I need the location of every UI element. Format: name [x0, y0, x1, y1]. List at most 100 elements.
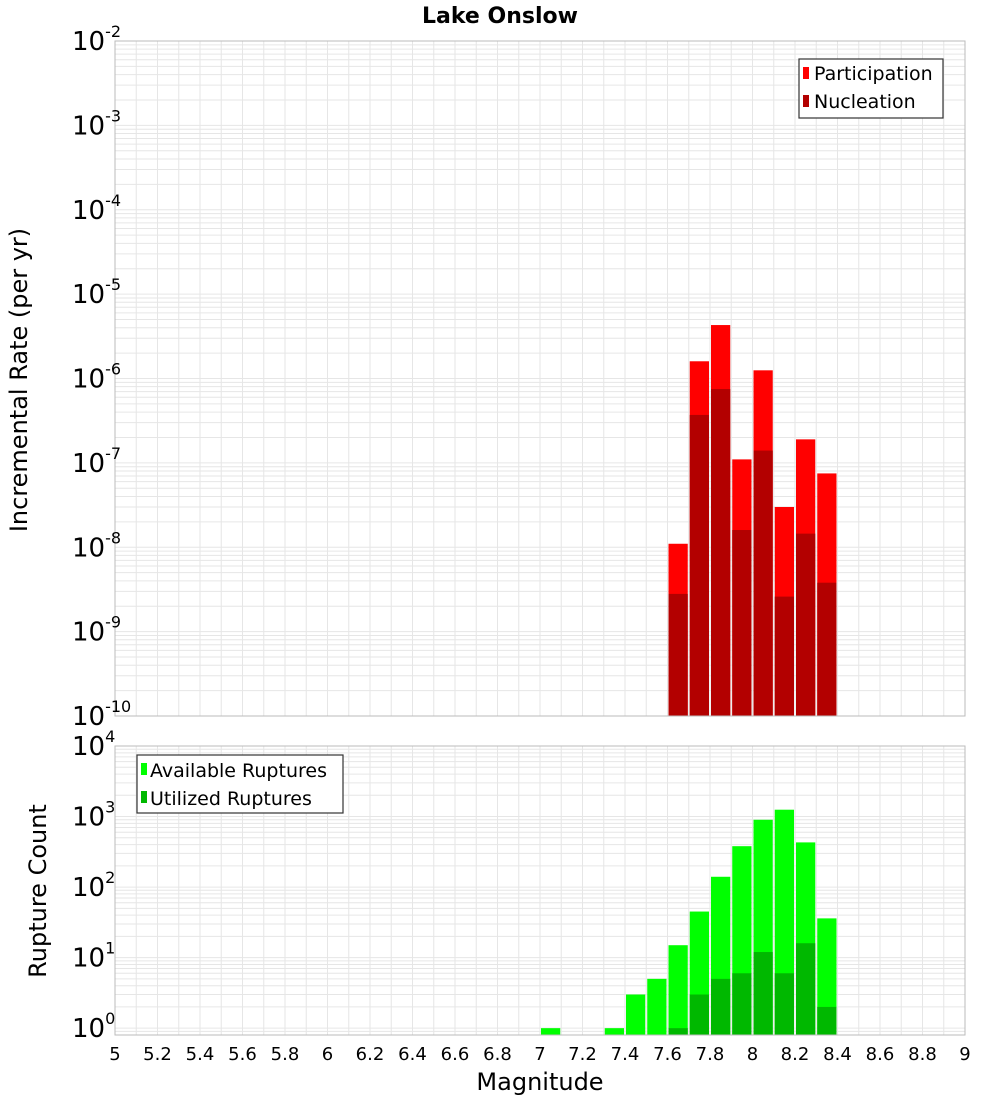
count-y-tick-exponent: 4	[105, 727, 115, 746]
utilized-ruptures-bar	[774, 973, 794, 1035]
count-y-tick-base: 10	[72, 732, 105, 762]
count-y-tick-label: 101	[72, 939, 115, 974]
count-y-tick-exponent: 1	[105, 939, 115, 958]
rate-y-tick-exponent: -7	[105, 444, 121, 463]
count-y-tick-label: 102	[72, 868, 115, 903]
x-tick-label: 6	[322, 1044, 333, 1065]
rate-plot-frame	[114, 40, 966, 717]
count-y-tick-base: 10	[72, 944, 105, 974]
rate-grid	[115, 41, 965, 716]
nucleation-bar	[817, 582, 837, 716]
rate-y-tick-label: 10-8	[72, 528, 121, 563]
rate-legend: Participation Nucleation	[798, 58, 944, 119]
rate-y-tick-exponent: -8	[105, 528, 121, 547]
x-tick-label: 5.4	[186, 1044, 215, 1065]
x-tick-label: 5.2	[143, 1044, 172, 1065]
x-tick-label: 6.8	[483, 1044, 512, 1065]
available-ruptures-bar	[626, 994, 646, 1035]
nucleation-bar	[774, 596, 794, 716]
count-y-tick-label: 104	[72, 727, 115, 762]
rate-y-tick-base: 10	[72, 280, 105, 310]
rate-y-tick-base: 10	[72, 618, 105, 648]
x-tick-label: 7.4	[611, 1044, 640, 1065]
rate-y-tick-base: 10	[72, 196, 105, 226]
x-ticks: 5 5.2 5.4 5.6 5.8 6 6.2 6.4 6.6 6.8 7 7.2 7.4 7.6 7.8 8…	[109, 1044, 970, 1065]
rate-y-tick-base: 10	[72, 449, 105, 479]
nucleation-bar	[753, 450, 773, 716]
x-tick-label: 8.8	[908, 1044, 937, 1065]
rate-y-tick-base: 10	[72, 533, 105, 563]
x-tick-label: 8	[747, 1044, 758, 1065]
rate-y-tick-label: 10-5	[72, 275, 121, 310]
rate-y-tick-exponent: -9	[105, 613, 121, 632]
utilized-legend-swatch	[141, 791, 147, 803]
rate-bars	[668, 325, 837, 716]
count-y-tick-label: 103	[72, 798, 115, 833]
x-tick-label: 6.6	[441, 1044, 470, 1065]
x-tick-label: 5.8	[271, 1044, 300, 1065]
x-tick-label: 7.8	[696, 1044, 725, 1065]
rate-y-tick-label: 10-6	[72, 360, 121, 395]
participation-legend-swatch	[803, 67, 809, 79]
x-tick-label: 7	[534, 1044, 545, 1065]
rate-y-tick-exponent: -2	[105, 22, 121, 41]
count-y-tick-exponent: 2	[105, 868, 115, 887]
count-y-tick-exponent: 3	[105, 798, 115, 817]
participation-legend-label: Participation	[814, 63, 933, 85]
available-legend-label: Available Ruptures	[150, 760, 327, 782]
nucleation-legend-label: Nucleation	[814, 91, 916, 113]
x-tick-label: 8.2	[781, 1044, 810, 1065]
x-tick-label: 9	[959, 1044, 970, 1065]
available-ruptures-bar	[647, 978, 667, 1035]
nucleation-bar	[711, 389, 731, 716]
rate-y-tick-exponent: -3	[105, 106, 121, 125]
rate-legend-box	[798, 58, 944, 119]
count-y-tick-exponent: 0	[105, 1009, 115, 1028]
x-tick-label: 5.6	[228, 1044, 257, 1065]
count-legend: Available Ruptures Utilized Ruptures	[136, 754, 344, 814]
x-tick-label: 8.4	[823, 1044, 852, 1065]
count-y-axis-label: Rupture Count	[24, 804, 52, 978]
utilized-ruptures-bar	[668, 1028, 688, 1035]
utilized-legend-label: Utilized Ruptures	[150, 788, 312, 810]
count-y-tick-base: 10	[72, 1014, 105, 1044]
available-ruptures-bar	[668, 945, 688, 1035]
available-ruptures-bar	[541, 1028, 561, 1035]
utilized-ruptures-bar	[817, 1006, 837, 1035]
chart-title: Lake Onslow	[422, 4, 578, 29]
rate-y-tick-exponent: -5	[105, 275, 121, 294]
rate-y-tick-label: 10-3	[72, 106, 121, 141]
count-bars	[541, 809, 837, 1035]
x-tick-label: 7.6	[653, 1044, 682, 1065]
available-ruptures-bar	[817, 918, 837, 1035]
count-y-tick-label: 100	[72, 1009, 115, 1044]
count-y-tick-base: 10	[72, 803, 105, 833]
x-tick-label: 6.4	[398, 1044, 427, 1065]
nucleation-bar	[668, 593, 688, 716]
available-ruptures-bar	[604, 1028, 624, 1035]
rate-y-tick-label: 10-7	[72, 444, 121, 479]
x-axis-label: Magnitude	[476, 1068, 603, 1096]
x-tick-label: 8.6	[866, 1044, 895, 1065]
available-legend-swatch	[141, 763, 147, 775]
rate-y-tick-exponent: -6	[105, 360, 121, 379]
x-tick-label: 5	[109, 1044, 120, 1065]
nucleation-bar	[732, 530, 752, 716]
rate-y-tick-base: 10	[72, 27, 105, 57]
utilized-ruptures-bar	[796, 943, 816, 1035]
nucleation-legend-swatch	[803, 95, 809, 107]
rate-y-axis-label: Incremental Rate (per yr)	[5, 228, 33, 532]
nucleation-bar	[796, 533, 816, 716]
count-legend-box	[136, 754, 344, 814]
rate-y-tick-base: 10	[72, 702, 105, 732]
utilized-ruptures-bar	[689, 994, 709, 1035]
utilized-ruptures-bar	[711, 978, 731, 1035]
utilized-ruptures-bar	[753, 952, 773, 1035]
x-tick-label: 6.2	[356, 1044, 385, 1065]
